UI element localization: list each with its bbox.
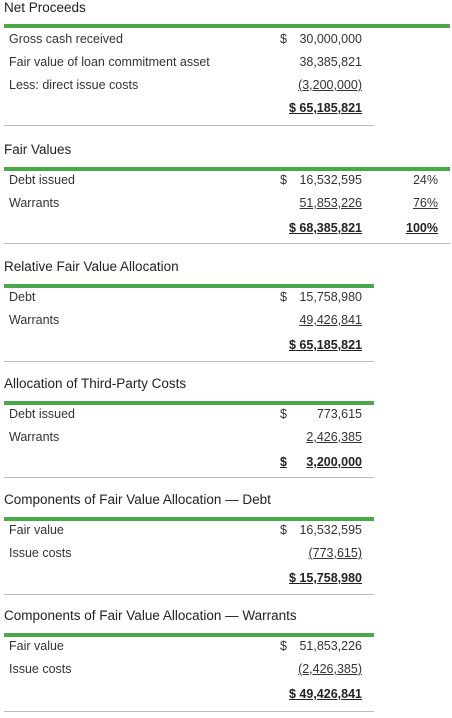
row-label: Warrants: [9, 196, 60, 210]
currency-symbol: $: [280, 455, 287, 469]
row-amount: 16,532,595: [299, 523, 362, 537]
relative-allocation-title: Relative Fair Value Allocation: [4, 259, 179, 274]
currency-symbol: $: [280, 290, 287, 304]
row-percent: 24%: [412, 173, 438, 187]
row-label: Issue costs: [9, 546, 72, 560]
row-amount: (773,615): [308, 546, 362, 560]
total-amount: $ 68,385,821: [289, 221, 362, 235]
third-party-costs-green-bar: [4, 401, 374, 405]
row-amount: 30,000,000: [299, 32, 362, 46]
net-proceeds-title: Net Proceeds: [4, 0, 86, 15]
row-label: Less: direct issue costs: [9, 78, 139, 92]
section-divider: [4, 594, 374, 595]
row-amount: 51,853,226: [299, 639, 362, 653]
total-amount: $ 65,185,821: [289, 338, 362, 352]
total-percent: 100%: [406, 221, 438, 235]
row-amount: 38,385,821: [299, 55, 362, 69]
table-row: Debt issued $16,532,595 24%: [0, 173, 452, 191]
components-debt-title: Components of Fair Value Allocation — De…: [4, 492, 271, 507]
total-row: $ 65,185,821: [0, 338, 452, 356]
row-amount: (3,200,000): [298, 78, 362, 92]
row-label: Debt issued: [9, 407, 76, 421]
row-label: Fair value: [9, 639, 64, 653]
total-amount: $ 49,426,841: [289, 687, 362, 701]
fair-values-green-bar: [4, 167, 450, 171]
row-percent: 76%: [412, 196, 438, 210]
row-label: Fair value of loan commitment asset: [9, 55, 210, 69]
net-proceeds-green-bar: [4, 24, 450, 28]
table-row: Fair value $51,853,226: [0, 639, 452, 657]
row-label: Warrants: [9, 430, 60, 444]
row-label: Debt: [9, 290, 36, 304]
total-row: $ 49,426,841: [0, 687, 452, 705]
total-amount: $ 65,185,821: [289, 101, 362, 115]
net-proceeds-section: Net Proceeds Gross cash received $30,000…: [0, 0, 452, 130]
section-divider: [4, 125, 374, 126]
components-debt-section: Components of Fair Value Allocation — De…: [0, 492, 452, 596]
currency-symbol: $: [280, 523, 287, 537]
table-row: Fair value of loan commitment asset 38,3…: [0, 55, 452, 73]
components-warrants-green-bar: [4, 633, 374, 637]
currency-symbol: $: [280, 407, 287, 421]
table-row: Debt $15,758,980: [0, 290, 452, 308]
third-party-costs-title: Allocation of Third-Party Costs: [4, 376, 187, 391]
table-row: Warrants 49,426,841: [0, 313, 452, 331]
currency-symbol: $: [280, 32, 287, 46]
row-amount: 15,758,980: [299, 290, 362, 304]
components-warrants-title: Components of Fair Value Allocation — Wa…: [4, 608, 297, 623]
table-row: Warrants 2,426,385: [0, 430, 452, 448]
relative-allocation-section: Relative Fair Value Allocation Debt $15,…: [0, 259, 452, 363]
table-row: Fair value $16,532,595: [0, 523, 452, 541]
row-amount: (2,426,385): [298, 662, 362, 676]
row-amount: 51,853,226: [299, 196, 362, 210]
row-label: Debt issued: [9, 173, 76, 187]
row-label: Fair value: [9, 523, 64, 537]
row-amount: 16,532,595: [299, 173, 362, 187]
fair-values-title: Fair Values: [4, 142, 72, 157]
row-label: Warrants: [9, 313, 60, 327]
table-row: Issue costs (2,426,385): [0, 662, 452, 680]
total-row: $ 68,385,821 100%: [0, 221, 452, 239]
total-amount: 3,200,000: [306, 455, 362, 469]
section-divider: [4, 243, 450, 244]
relative-allocation-green-bar: [4, 284, 374, 288]
table-row: Less: direct issue costs (3,200,000): [0, 78, 452, 96]
section-divider: [4, 361, 374, 362]
currency-symbol: $: [280, 639, 287, 653]
total-row: $3,200,000: [0, 455, 452, 473]
row-label: Issue costs: [9, 662, 72, 676]
table-row: Warrants 51,853,226 76%: [0, 196, 452, 214]
components-warrants-section: Components of Fair Value Allocation — Wa…: [0, 608, 452, 716]
section-divider: [4, 711, 374, 712]
total-row: $ 15,758,980: [0, 571, 452, 589]
components-debt-green-bar: [4, 517, 374, 521]
table-row: Issue costs (773,615): [0, 546, 452, 564]
total-amount: $ 15,758,980: [289, 571, 362, 585]
section-divider: [4, 477, 374, 478]
table-row: Debt issued $773,615: [0, 407, 452, 425]
row-amount: 49,426,841: [299, 313, 362, 327]
total-row: $ 65,185,821: [0, 101, 452, 119]
row-label: Gross cash received: [9, 32, 123, 46]
currency-symbol: $: [280, 173, 287, 187]
fair-values-section: Fair Values Debt issued $16,532,595 24% …: [0, 142, 452, 246]
third-party-costs-section: Allocation of Third-Party Costs Debt iss…: [0, 376, 452, 480]
row-amount: 773,615: [316, 407, 362, 421]
row-amount: 2,426,385: [306, 430, 362, 444]
table-row: Gross cash received $30,000,000: [0, 32, 452, 50]
